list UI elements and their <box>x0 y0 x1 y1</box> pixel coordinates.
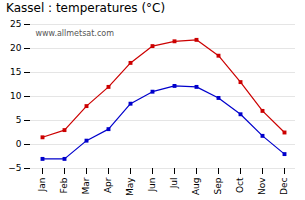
svg-text:Sep: Sep <box>213 177 223 194</box>
html-text:Kassel : temperatures (°C): Kassel : temperatures (°C) <box>6 1 166 15</box>
svg-text:Jun: Jun <box>147 178 157 193</box>
svg-text:www.allmetsat.com: www.allmetsat.com <box>36 29 115 38</box>
svg-text:0: 0 <box>16 139 22 149</box>
svg-text:15: 15 <box>10 67 21 77</box>
svg-text:Jan: Jan <box>37 178 47 193</box>
svg-text:20: 20 <box>10 43 22 53</box>
svg-text:Aug: Aug <box>191 178 201 196</box>
svg-text:Feb: Feb <box>59 177 69 193</box>
svg-text:Mar: Mar <box>81 177 91 194</box>
svg-text:Oct: Oct <box>235 177 245 193</box>
svg-text:25: 25 <box>10 19 21 29</box>
svg-text:5: 5 <box>16 115 22 125</box>
svg-text:Jul: Jul <box>169 178 179 190</box>
svg-text:Nov: Nov <box>257 177 267 195</box>
svg-text:May: May <box>125 177 135 196</box>
svg-text:10: 10 <box>10 91 22 101</box>
svg-text:Dec: Dec <box>279 177 289 194</box>
svg-text:Apr: Apr <box>103 177 113 193</box>
svg-text:−5: −5 <box>8 163 21 173</box>
